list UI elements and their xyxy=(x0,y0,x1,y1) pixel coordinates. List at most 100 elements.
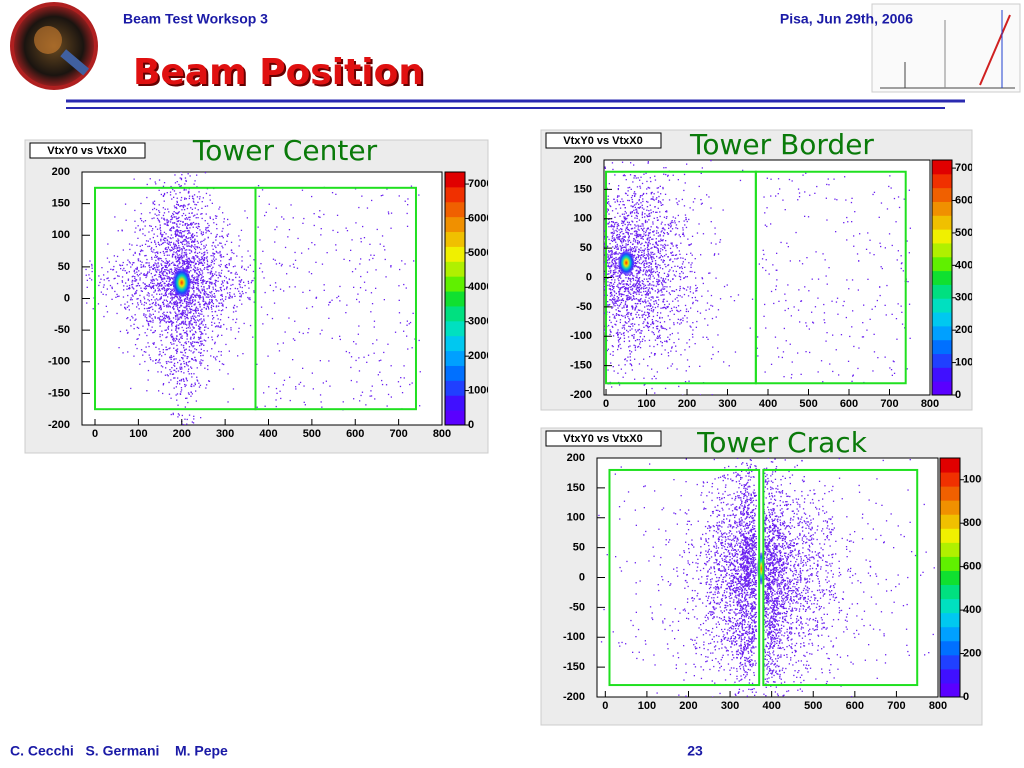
point xyxy=(609,329,611,331)
point xyxy=(247,280,249,283)
point xyxy=(196,367,198,369)
point xyxy=(616,248,618,250)
point xyxy=(657,273,659,276)
point xyxy=(201,308,203,310)
point xyxy=(604,278,606,281)
point xyxy=(158,243,160,245)
point xyxy=(406,324,408,326)
point xyxy=(215,285,217,287)
point xyxy=(674,298,676,300)
point xyxy=(296,267,299,269)
point xyxy=(622,224,624,227)
point xyxy=(140,264,142,266)
point xyxy=(680,266,683,268)
point xyxy=(201,258,204,260)
point xyxy=(188,323,190,326)
point xyxy=(219,369,221,371)
point xyxy=(612,276,615,279)
point xyxy=(671,347,673,349)
point xyxy=(158,288,161,290)
point xyxy=(165,304,168,307)
point xyxy=(184,253,186,255)
point xyxy=(636,311,638,313)
point xyxy=(617,278,619,280)
point xyxy=(166,273,168,275)
point xyxy=(634,378,636,380)
point xyxy=(192,198,195,200)
point xyxy=(167,459,168,460)
point xyxy=(160,279,163,281)
point xyxy=(289,376,291,378)
point xyxy=(156,271,158,273)
point xyxy=(162,312,164,315)
point xyxy=(226,286,228,289)
point xyxy=(351,239,353,241)
point xyxy=(631,299,633,301)
point xyxy=(614,258,616,260)
point xyxy=(217,244,219,246)
point xyxy=(182,240,184,243)
point xyxy=(187,365,189,367)
point xyxy=(313,213,315,215)
point xyxy=(628,317,630,320)
point xyxy=(179,297,181,299)
point xyxy=(187,173,189,175)
point xyxy=(689,286,692,288)
point xyxy=(188,311,191,314)
point xyxy=(155,254,157,256)
point xyxy=(623,294,625,296)
point xyxy=(636,269,638,271)
point xyxy=(184,311,186,313)
point xyxy=(136,285,139,287)
point xyxy=(184,352,187,354)
point xyxy=(178,226,180,228)
point xyxy=(176,256,179,258)
point xyxy=(363,356,365,358)
point xyxy=(337,231,339,233)
point xyxy=(198,386,201,388)
point xyxy=(144,283,146,285)
point xyxy=(227,233,230,235)
point xyxy=(337,295,340,297)
point xyxy=(618,338,621,341)
point xyxy=(183,209,186,211)
point xyxy=(652,238,654,240)
point xyxy=(150,279,152,281)
y-tick-label: 100 xyxy=(52,229,70,241)
point xyxy=(175,244,177,247)
point xyxy=(387,393,390,396)
point xyxy=(171,303,173,305)
point xyxy=(194,249,197,251)
point xyxy=(163,278,165,280)
point xyxy=(205,333,207,335)
point xyxy=(306,307,308,309)
point xyxy=(652,332,655,334)
point xyxy=(188,272,190,274)
point xyxy=(182,256,184,259)
point xyxy=(164,329,166,331)
point xyxy=(191,393,193,395)
point xyxy=(657,306,659,308)
point xyxy=(368,259,371,261)
point xyxy=(173,303,175,305)
point xyxy=(631,305,633,307)
point xyxy=(620,368,622,370)
point xyxy=(221,280,223,282)
point xyxy=(192,277,195,279)
point xyxy=(607,284,609,287)
point xyxy=(362,225,364,228)
point xyxy=(617,346,620,348)
point xyxy=(647,290,649,292)
point xyxy=(210,255,212,257)
point xyxy=(629,211,632,213)
point xyxy=(163,218,165,220)
point xyxy=(200,259,202,261)
point xyxy=(201,264,204,266)
point xyxy=(147,307,150,309)
point xyxy=(158,204,160,206)
point xyxy=(185,217,188,219)
point xyxy=(657,227,659,229)
point xyxy=(281,216,283,218)
point xyxy=(418,194,420,196)
point xyxy=(668,303,670,305)
